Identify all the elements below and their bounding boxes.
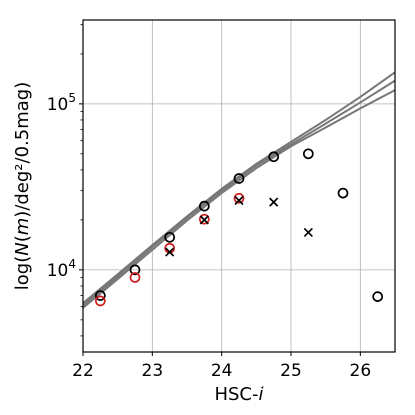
circle-marker <box>372 291 384 302</box>
circle-marker <box>198 213 210 225</box>
x-tick-label: 24 <box>211 361 233 381</box>
x-tick-label: 26 <box>350 361 372 381</box>
circle-marker <box>198 200 210 212</box>
grid-lines <box>82 20 395 352</box>
model-curves <box>82 71 396 309</box>
data-markers <box>94 148 384 307</box>
cross-marker <box>234 195 244 206</box>
cross-marker <box>269 197 279 207</box>
y-axis-label: log(N(m)/deg²/0.5mag) <box>12 82 33 290</box>
model-curve <box>82 79 396 307</box>
x-axis-label-prefix: HSC- <box>214 384 258 405</box>
circle-marker <box>302 148 314 160</box>
cross-marker <box>303 227 313 238</box>
circle-marker <box>94 290 106 301</box>
model-curve <box>82 71 396 304</box>
circle-marker <box>129 264 141 276</box>
circle-marker <box>233 173 245 184</box>
y-tick-label: 104 <box>47 257 76 281</box>
circle-marker <box>233 192 245 204</box>
circle-marker <box>337 187 349 199</box>
x-tick-label: 25 <box>280 361 302 381</box>
y-tick-label: 105 <box>47 91 76 115</box>
x-tick-label: 23 <box>142 361 164 381</box>
circle-marker <box>129 272 141 283</box>
x-tick-label: 22 <box>72 361 94 381</box>
axis-ticks: 22 23 24 25 26 104 105 <box>47 24 372 381</box>
x-axis-label: HSC-i <box>214 384 263 405</box>
cross-marker <box>165 247 175 257</box>
cross-marker <box>199 215 209 225</box>
plot-frame <box>82 19 396 353</box>
circle-marker <box>164 231 176 243</box>
circle-marker <box>268 151 280 163</box>
circle-marker <box>94 295 106 307</box>
model-curve <box>82 89 396 309</box>
x-axis-label-italic: i <box>259 384 264 405</box>
